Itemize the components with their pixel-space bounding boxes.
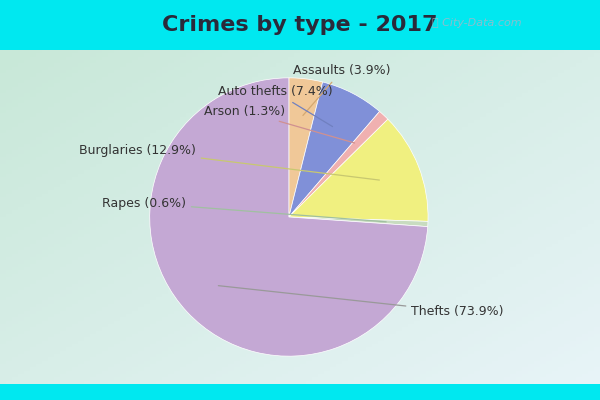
Text: Rapes (0.6%): Rapes (0.6%)	[102, 196, 386, 222]
Wedge shape	[289, 78, 323, 217]
Text: Auto thefts (7.4%): Auto thefts (7.4%)	[218, 85, 332, 126]
Text: Arson (1.3%): Arson (1.3%)	[204, 105, 355, 143]
Wedge shape	[150, 78, 428, 356]
Wedge shape	[289, 119, 428, 221]
Wedge shape	[289, 217, 428, 227]
Text: ⓘ City-Data.com: ⓘ City-Data.com	[432, 18, 521, 28]
Text: Assaults (3.9%): Assaults (3.9%)	[293, 64, 391, 116]
Wedge shape	[289, 112, 388, 217]
Wedge shape	[289, 82, 380, 217]
Text: Thefts (73.9%): Thefts (73.9%)	[218, 286, 504, 318]
Text: Burglaries (12.9%): Burglaries (12.9%)	[79, 144, 379, 180]
Text: Crimes by type - 2017: Crimes by type - 2017	[162, 15, 438, 35]
